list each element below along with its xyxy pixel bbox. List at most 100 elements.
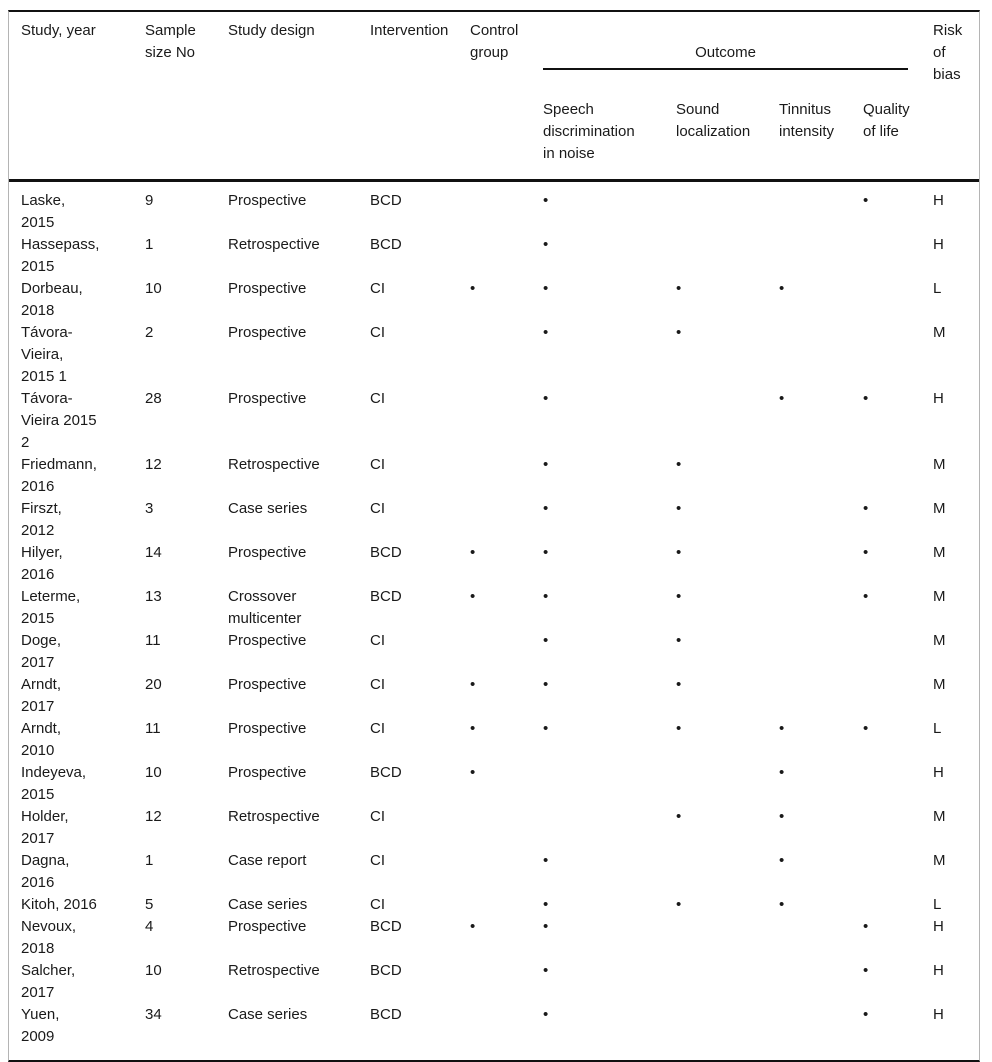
cell-quality-of-life-dot [855, 762, 920, 806]
cell-control-group-dot [470, 960, 535, 1004]
cell-tinnitus-intensity-dot [771, 674, 855, 718]
cell-speech-discrimination-dot: • [543, 676, 549, 693]
cell-sample-size: 4 [145, 918, 154, 935]
cell-intervention: CI [370, 808, 385, 825]
table-row: Dorbeau, 2018 10 Prospective CI • • • • … [9, 278, 979, 322]
cell-study-year: Nevoux, 2018 [21, 918, 77, 957]
cell-quality-of-life-dot: • [863, 1006, 869, 1023]
table-row: Arndt, 2010 11 Prospective CI • • • • • … [9, 718, 979, 762]
cell-speech-discrimination-dot: • [543, 852, 549, 869]
cell-control-group-dot [470, 322, 535, 388]
cell-quality-of-life-dot: • [863, 544, 869, 561]
cell-study-design: Case series [228, 1006, 308, 1023]
cell-intervention: CI [370, 500, 385, 517]
cell-risk-of-bias: L [933, 720, 942, 737]
cell-study-year: Távora- Vieira 2015 2 [21, 390, 97, 451]
cell-sound-localization-dot [668, 181, 771, 235]
cell-intervention: CI [370, 676, 385, 693]
cell-sample-size: 5 [145, 896, 154, 913]
cell-tinnitus-intensity-dot [771, 630, 855, 674]
cell-intervention: CI [370, 720, 385, 737]
col-header-tinnitus-intensity: Tinnitus intensity [779, 101, 835, 140]
cell-study-year: Dorbeau, 2018 [21, 280, 83, 319]
cell-study-year: Hassepass, 2015 [21, 236, 100, 275]
table-header: Study, year Sample size No Study design … [9, 12, 980, 181]
cell-risk-of-bias: H [933, 390, 944, 407]
cell-sample-size: 11 [145, 720, 161, 737]
cell-intervention: BCD [370, 544, 402, 561]
cell-risk-of-bias: M [933, 808, 946, 825]
cell-intervention: BCD [370, 1006, 402, 1023]
cell-tinnitus-intensity-dot: • [779, 896, 785, 913]
cell-tinnitus-intensity-dot: • [779, 852, 785, 869]
cell-study-design: Prospective [228, 192, 307, 209]
cell-quality-of-life-dot [855, 850, 920, 894]
cell-quality-of-life-dot [855, 322, 920, 388]
cell-intervention: CI [370, 280, 385, 297]
cell-study-year: Arndt, 2010 [21, 720, 62, 759]
cell-speech-discrimination-dot: • [543, 962, 549, 979]
cell-quality-of-life-dot [855, 630, 920, 674]
study-table-frame: Study, year Sample size No Study design … [8, 10, 980, 1062]
cell-sample-size: 14 [145, 544, 162, 561]
cell-quality-of-life-dot [855, 454, 920, 498]
cell-speech-discrimination-dot [535, 806, 668, 850]
cell-study-year: Dagna, 2016 [21, 852, 70, 891]
table-row: Dagna, 2016 1 Case report CI • • M [9, 850, 979, 894]
table-row: Leterme, 2015 13 Crossover multicenter B… [9, 586, 979, 630]
cell-sample-size: 1 [145, 852, 154, 869]
cell-tinnitus-intensity-dot [771, 586, 855, 630]
cell-risk-of-bias: H [933, 962, 944, 979]
cell-control-group-dot: • [470, 764, 476, 781]
cell-intervention: CI [370, 456, 385, 473]
cell-sound-localization-dot [668, 762, 771, 806]
cell-sample-size: 10 [145, 962, 162, 979]
cell-control-group-dot: • [470, 280, 476, 297]
cell-control-group-dot: • [470, 544, 476, 561]
cell-tinnitus-intensity-dot [771, 322, 855, 388]
cell-control-group-dot: • [470, 588, 476, 605]
cell-speech-discrimination-dot: • [543, 918, 549, 935]
cell-risk-of-bias: H [933, 1006, 944, 1023]
col-header-study-year: Study, year [21, 22, 96, 39]
cell-sample-size: 3 [145, 500, 154, 517]
cell-intervention: BCD [370, 192, 402, 209]
cell-study-year: Laske, 2015 [21, 192, 66, 231]
cell-sound-localization-dot [668, 850, 771, 894]
cell-quality-of-life-dot: • [863, 500, 869, 517]
cell-intervention: BCD [370, 918, 402, 935]
cell-study-design: Prospective [228, 632, 307, 649]
cell-quality-of-life-dot [855, 234, 920, 278]
cell-sound-localization-dot: • [676, 720, 682, 737]
cell-study-design: Retrospective [228, 962, 320, 979]
cell-sample-size: 12 [145, 808, 162, 825]
cell-intervention: BCD [370, 764, 402, 781]
cell-intervention: BCD [370, 236, 402, 253]
cell-sound-localization-dot: • [676, 588, 682, 605]
cell-tinnitus-intensity-dot [771, 498, 855, 542]
cell-control-group-dot [470, 894, 535, 916]
cell-risk-of-bias: M [933, 544, 946, 561]
cell-risk-of-bias: M [933, 588, 946, 605]
cell-control-group-dot [470, 181, 535, 235]
cell-sound-localization-dot [668, 1004, 771, 1060]
table-row: Indeyeva, 2015 10 Prospective BCD • • H [9, 762, 979, 806]
cell-control-group-dot [470, 498, 535, 542]
cell-risk-of-bias: M [933, 676, 946, 693]
cell-quality-of-life-dot [855, 806, 920, 850]
cell-control-group-dot: • [470, 720, 476, 737]
table-row: Távora- Vieira 2015 2 28 Prospective CI … [9, 388, 979, 454]
cell-tinnitus-intensity-dot [771, 916, 855, 960]
cell-sample-size: 11 [145, 632, 161, 649]
cell-sound-localization-dot: • [676, 808, 682, 825]
cell-tinnitus-intensity-dot [771, 960, 855, 1004]
cell-tinnitus-intensity-dot [771, 454, 855, 498]
cell-control-group-dot [470, 630, 535, 674]
cell-sound-localization-dot: • [676, 544, 682, 561]
header-row-outcomes: Speech discrimination in noise Sound loc… [9, 92, 979, 181]
cell-control-group-dot [470, 388, 535, 454]
cell-study-design: Prospective [228, 280, 307, 297]
cell-sound-localization-dot: • [676, 632, 682, 649]
cell-study-design: Case series [228, 500, 308, 517]
cell-quality-of-life-dot: • [863, 390, 869, 407]
